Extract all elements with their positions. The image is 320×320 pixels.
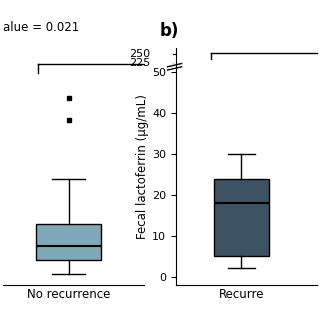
Text: 225: 225	[129, 58, 151, 68]
PathPatch shape	[36, 224, 101, 260]
Text: alue = 0.021: alue = 0.021	[3, 20, 79, 34]
Text: b): b)	[160, 22, 180, 40]
PathPatch shape	[214, 179, 269, 256]
Text: 250: 250	[130, 49, 151, 59]
Y-axis label: Fecal lactoferrin (μg/mL): Fecal lactoferrin (μg/mL)	[136, 94, 149, 239]
